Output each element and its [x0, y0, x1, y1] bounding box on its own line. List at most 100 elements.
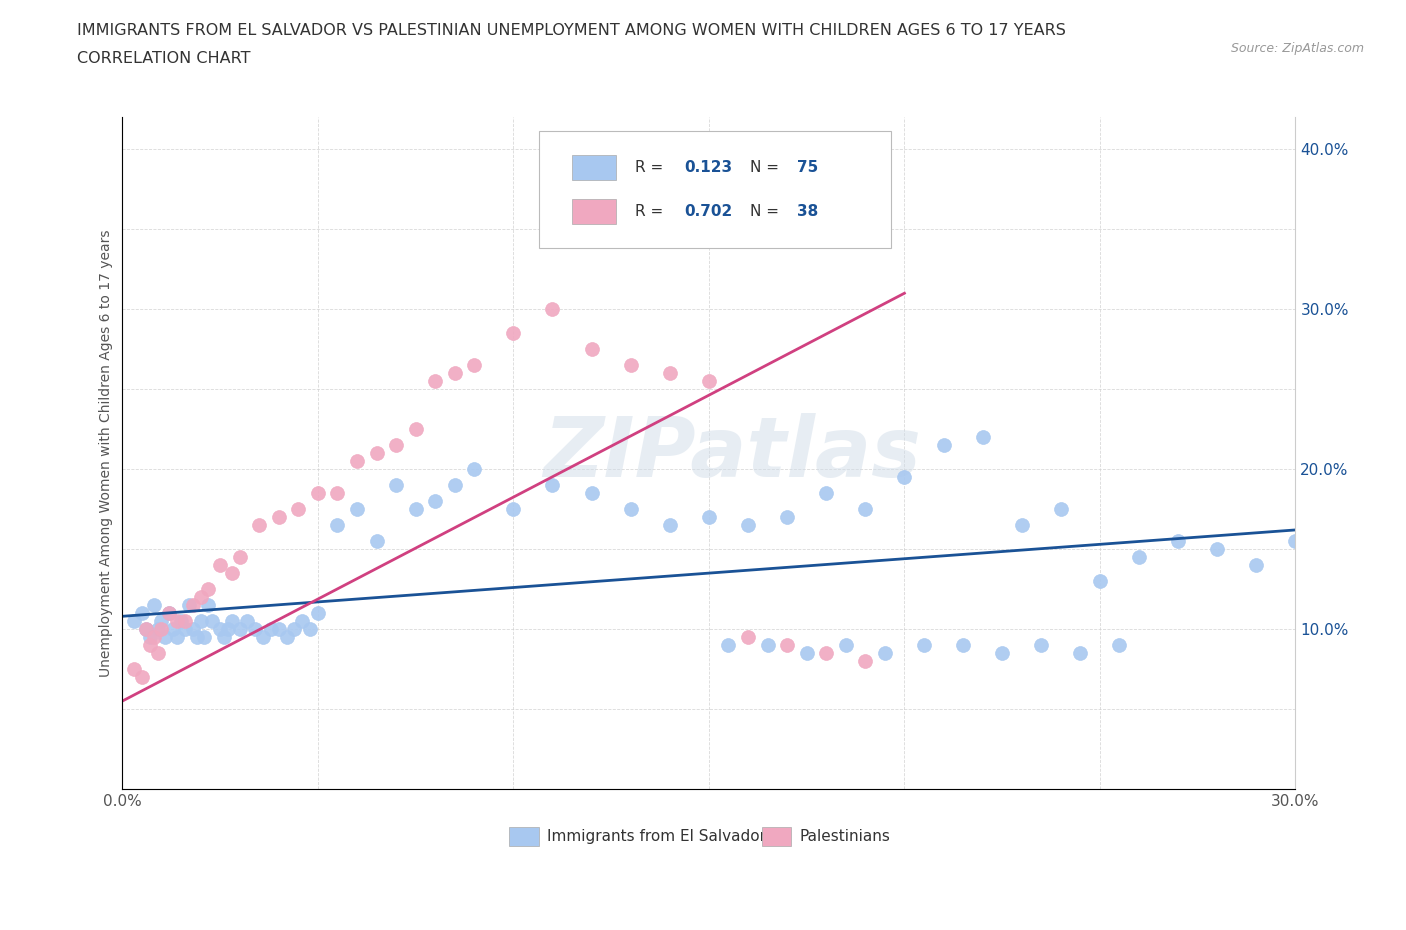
Point: [193, 630, 215, 644]
Text: Palestinians: Palestinians: [799, 829, 890, 844]
Point: [1088, 574, 1111, 589]
Point: [146, 645, 169, 660]
Point: [209, 621, 232, 636]
Point: [346, 454, 368, 469]
Point: [405, 421, 427, 436]
Text: 75: 75: [797, 160, 818, 175]
Point: [209, 558, 232, 573]
Point: [174, 621, 197, 636]
Point: [326, 485, 349, 500]
Point: [796, 645, 818, 660]
Point: [135, 621, 157, 636]
Point: [212, 630, 235, 644]
Point: [228, 621, 250, 636]
Text: IMMIGRANTS FROM EL SALVADOR VS PALESTINIAN UNEMPLOYMENT AMONG WOMEN WITH CHILDRE: IMMIGRANTS FROM EL SALVADOR VS PALESTINI…: [77, 23, 1066, 38]
Point: [463, 358, 485, 373]
Point: [620, 358, 643, 373]
Point: [1128, 550, 1150, 565]
Point: [166, 614, 188, 629]
Point: [658, 518, 681, 533]
Point: [1246, 558, 1268, 573]
Text: 0.123: 0.123: [685, 160, 733, 175]
Point: [170, 614, 193, 629]
Text: N =: N =: [749, 160, 783, 175]
Point: [122, 614, 145, 629]
Text: R =: R =: [636, 204, 668, 219]
Point: [1108, 638, 1130, 653]
Point: [658, 365, 681, 380]
FancyBboxPatch shape: [538, 131, 891, 248]
Point: [142, 598, 165, 613]
Point: [162, 621, 184, 636]
Point: [815, 645, 838, 660]
Point: [366, 534, 388, 549]
Text: 0.702: 0.702: [685, 204, 733, 219]
Point: [181, 621, 204, 636]
Point: [174, 614, 197, 629]
Point: [252, 630, 274, 644]
Point: [326, 518, 349, 533]
Point: [756, 638, 779, 653]
Point: [541, 301, 564, 316]
Point: [893, 470, 915, 485]
Point: [190, 614, 212, 629]
Point: [815, 485, 838, 500]
Point: [150, 614, 173, 629]
Point: [267, 510, 290, 525]
Point: [217, 621, 239, 636]
Point: [146, 621, 169, 636]
Bar: [509, 828, 538, 846]
Point: [1167, 534, 1189, 549]
Point: [201, 614, 224, 629]
Point: [186, 630, 208, 644]
Point: [385, 478, 408, 493]
Point: [276, 630, 298, 644]
Text: Source: ZipAtlas.com: Source: ZipAtlas.com: [1230, 42, 1364, 55]
Point: [443, 365, 465, 380]
Point: [581, 341, 603, 356]
Point: [307, 485, 329, 500]
Point: [138, 630, 160, 644]
Text: Immigrants from El Salvador: Immigrants from El Salvador: [547, 829, 766, 844]
Point: [247, 518, 270, 533]
Point: [299, 621, 322, 636]
Point: [1206, 541, 1229, 556]
Point: [697, 510, 720, 525]
Text: ZIPatlas: ZIPatlas: [544, 413, 921, 494]
Point: [697, 374, 720, 389]
Point: [502, 326, 524, 340]
Point: [776, 510, 799, 525]
Point: [122, 661, 145, 676]
Point: [717, 638, 740, 653]
Point: [197, 581, 219, 596]
Point: [138, 638, 160, 653]
Point: [221, 614, 243, 629]
Point: [131, 670, 153, 684]
Point: [245, 621, 267, 636]
Point: [283, 621, 305, 636]
Point: [991, 645, 1014, 660]
Point: [443, 478, 465, 493]
Point: [157, 605, 180, 620]
Point: [236, 614, 259, 629]
Point: [228, 550, 250, 565]
Point: [221, 565, 243, 580]
Point: [287, 501, 309, 516]
Bar: [762, 828, 792, 846]
Point: [190, 590, 212, 604]
Bar: [572, 155, 616, 180]
Point: [972, 430, 994, 445]
Text: CORRELATION CHART: CORRELATION CHART: [77, 51, 250, 66]
Point: [177, 598, 200, 613]
Point: [157, 605, 180, 620]
Point: [853, 501, 876, 516]
Bar: [572, 199, 616, 224]
Point: [405, 501, 427, 516]
Point: [267, 621, 290, 636]
Text: 38: 38: [797, 204, 818, 219]
Point: [291, 614, 314, 629]
Point: [737, 630, 759, 644]
Point: [835, 638, 858, 653]
Point: [776, 638, 799, 653]
Point: [912, 638, 935, 653]
